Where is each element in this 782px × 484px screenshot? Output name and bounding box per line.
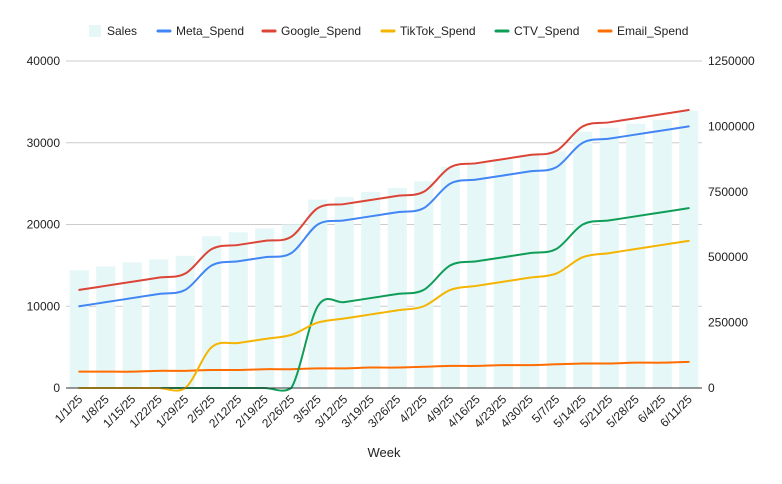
left-tick-label: 30000 <box>27 136 61 150</box>
google-spend-line <box>78 109 690 291</box>
x-axis-title: Week <box>368 445 401 460</box>
sales-bars <box>69 110 699 389</box>
tiktok-spend-line <box>78 239 690 392</box>
x-tick-label: 4/2/25 <box>396 392 430 426</box>
left-tick-label: 40000 <box>27 54 61 68</box>
legend-item-ctv-spend[interactable]: CTV_Spend <box>494 24 579 38</box>
sales-bar <box>228 232 248 388</box>
legend-label: Google_Spend <box>281 24 361 38</box>
sales-bar <box>361 191 381 388</box>
legend-item-email-spend[interactable]: Email_Spend <box>597 24 688 38</box>
legend-item-google-spend[interactable]: Google_Spend <box>261 24 361 38</box>
sales-bar <box>626 123 646 388</box>
sales-bar <box>573 131 593 388</box>
sales-bar <box>175 255 195 388</box>
sales-bar <box>679 110 699 388</box>
right-tick-label: 500000 <box>708 250 748 264</box>
legend-item-meta-spend[interactable]: Meta_Spend <box>156 24 244 38</box>
right-tick-label: 1250000 <box>708 54 755 68</box>
sales-bar <box>334 197 354 388</box>
left-y-axis: 0 10000 20000 30000 40000 <box>27 54 702 395</box>
legend-label: Meta_Spend <box>176 24 244 38</box>
sales-bar <box>652 119 672 389</box>
legend-item-tiktok-spend[interactable]: TikTok_Spend <box>380 24 476 38</box>
sales-bar <box>546 151 566 388</box>
right-tick-label: 0 <box>708 381 715 395</box>
sales-bar <box>122 262 142 388</box>
sales-bar <box>493 159 513 388</box>
right-tick-label: 1000000 <box>708 119 755 133</box>
right-tick-label: 750000 <box>708 185 748 199</box>
sales-bar <box>149 259 169 388</box>
sales-bar <box>69 270 89 388</box>
sales-bar <box>414 181 434 388</box>
sales-bar <box>520 155 540 388</box>
legend-label: Sales <box>107 24 137 38</box>
email-spend-line <box>78 360 690 373</box>
sales-bar <box>202 236 222 388</box>
spend-lines <box>78 109 690 392</box>
legend: Sales Meta_Spend Google_Spend TikTok_Spend C… <box>89 24 688 38</box>
x-tick-label: 1/1/25 <box>52 392 86 426</box>
sales-bar <box>308 199 328 388</box>
legend-item-sales[interactable]: Sales <box>89 24 137 38</box>
right-tick-label: 250000 <box>708 316 748 330</box>
sales-bar <box>467 163 487 388</box>
sales-bar <box>599 127 619 388</box>
legend-label: TikTok_Spend <box>400 24 476 38</box>
sales-bar <box>255 228 275 388</box>
left-tick-label: 10000 <box>27 299 61 313</box>
meta-spend-line <box>78 125 690 308</box>
x-axis: 1/1/251/8/251/15/251/22/251/29/252/5/252… <box>52 392 695 430</box>
legend-label: Email_Spend <box>617 24 688 38</box>
gridlines <box>66 60 702 307</box>
right-y-axis: 0 250000 500000 750000 1000000 1250000 <box>708 54 755 395</box>
sales-bar <box>281 224 301 388</box>
legend-label: CTV_Spend <box>514 24 579 38</box>
sales-bar <box>387 187 407 388</box>
left-tick-label: 20000 <box>27 218 61 232</box>
sales-bar <box>440 166 460 388</box>
left-tick-label: 0 <box>53 381 60 395</box>
legend-swatch <box>89 25 101 37</box>
sales-bar <box>96 266 116 388</box>
